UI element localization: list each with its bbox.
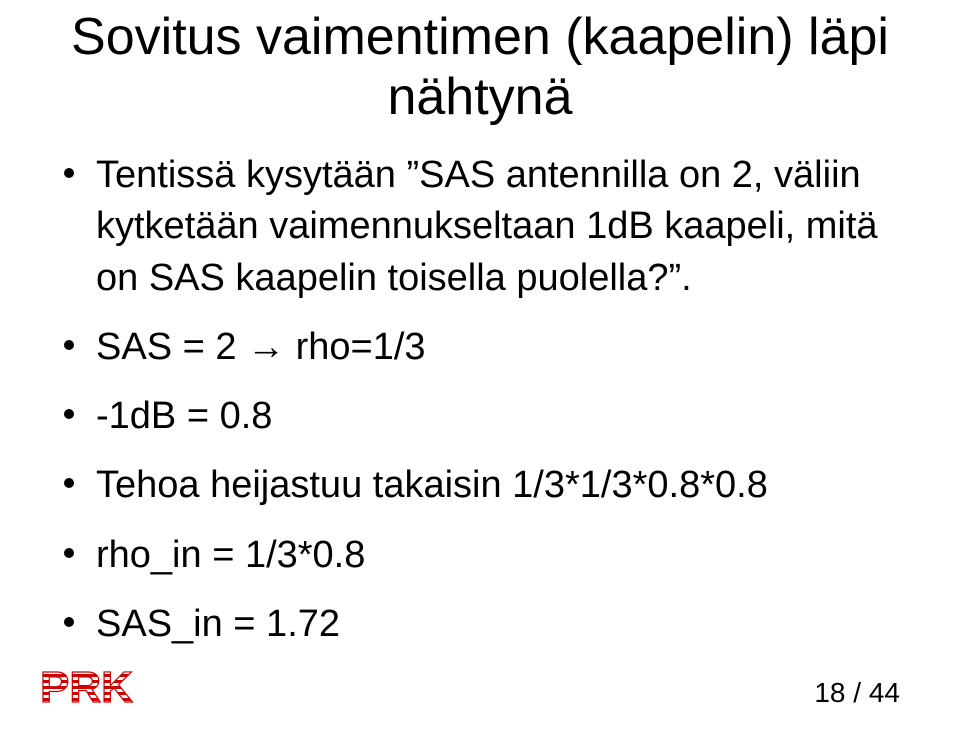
page-number: 18 / 44 [814, 677, 900, 709]
page-sep: / [846, 677, 869, 708]
bullet-icon [64, 168, 74, 178]
bullet-list: Tentissä kysytään ”SAS antennilla on 2, … [60, 150, 900, 668]
bullet-icon [64, 548, 74, 558]
bullet-icon [64, 409, 74, 419]
title-line-1: Sovitus vaimentimen (kaapelin) läpi [71, 8, 889, 66]
bullet-text: Tehoa heijastuu takaisin 1/3*1/3*0.8*0.8 [96, 464, 768, 506]
title-line-2: nähtynä [387, 68, 572, 126]
list-item: SAS_in = 1.72 [60, 599, 900, 650]
bullet-text: Tentissä kysytään ”SAS antennilla on 2, … [96, 154, 878, 299]
list-item: Tehoa heijastuu takaisin 1/3*1/3*0.8*0.8 [60, 460, 900, 511]
prk-logo: PRK [40, 662, 180, 717]
list-item: SAS = 2 → rho=1/3 [60, 322, 900, 373]
slide-title: Sovitus vaimentimen (kaapelin) läpi näht… [0, 8, 960, 128]
list-item: -1dB = 0.8 [60, 391, 900, 442]
page-current: 18 [814, 677, 845, 708]
bullet-text: SAS = 2 → rho=1/3 [96, 326, 426, 368]
list-item: Tentissä kysytään ”SAS antennilla on 2, … [60, 150, 900, 304]
bullet-text: -1dB = 0.8 [96, 395, 272, 437]
slide: Sovitus vaimentimen (kaapelin) läpi näht… [0, 0, 960, 737]
bullet-icon [64, 617, 74, 627]
list-item: rho_in = 1/3*0.8 [60, 530, 900, 581]
logo-text: PRK [40, 663, 133, 712]
bullet-icon [64, 478, 74, 488]
prk-logo-icon: PRK [40, 662, 180, 712]
bullet-icon [64, 340, 74, 350]
bullet-text: SAS_in = 1.72 [96, 603, 340, 645]
page-total: 44 [869, 677, 900, 708]
bullet-text: rho_in = 1/3*0.8 [96, 534, 365, 576]
